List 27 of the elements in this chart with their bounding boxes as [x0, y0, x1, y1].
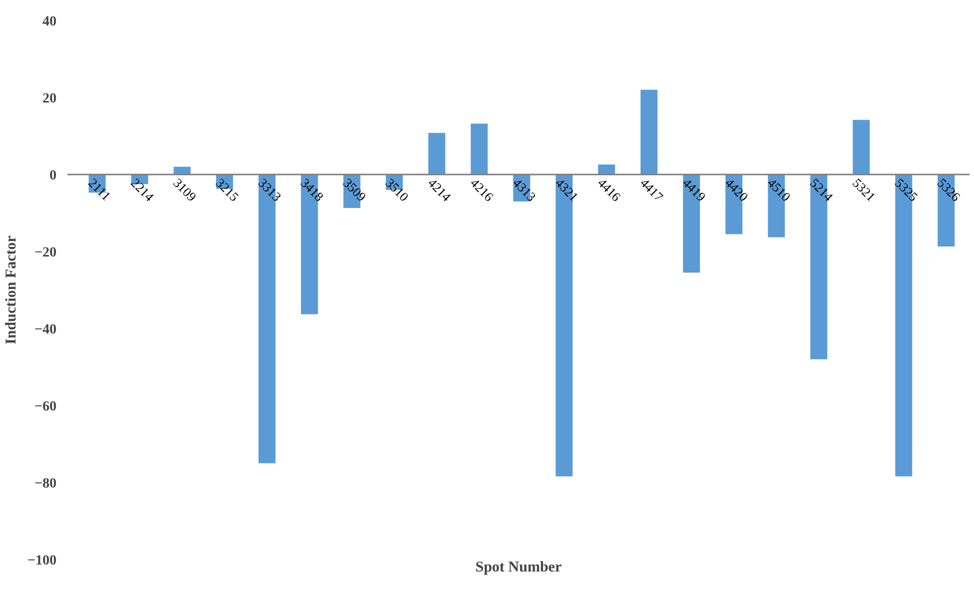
x-tick-label: 4419 — [680, 175, 709, 204]
x-tick-label: 4321 — [552, 175, 582, 204]
x-tick-label: 4417 — [637, 175, 667, 205]
x-tick-label: 4510 — [764, 175, 794, 204]
y-tick-label: −60 — [34, 400, 57, 414]
y-tick-label: 40 — [42, 14, 56, 30]
x-tick-label: 4313 — [510, 175, 540, 204]
y-tick-label: 0 — [50, 168, 56, 184]
bar — [174, 166, 191, 174]
y-tick-label: −20 — [34, 246, 57, 260]
y-axis-title: Induction Factor — [4, 235, 20, 344]
x-tick-label: 4216 — [468, 175, 497, 205]
x-tick-label: 4416 — [594, 175, 624, 205]
bar — [852, 120, 870, 174]
bar — [470, 124, 488, 174]
x-axis-title: Spot Number — [475, 560, 562, 576]
x-tick-label: 4420 — [722, 175, 752, 204]
y-tick-label: 20 — [42, 92, 56, 106]
y-tick-label: −40 — [34, 322, 57, 338]
bar — [428, 132, 446, 174]
bar — [598, 164, 616, 174]
bar — [640, 90, 658, 174]
x-tick-label: 3509 — [340, 175, 370, 204]
x-tick-label: 4214 — [425, 175, 454, 205]
x-tick-label: 3109 — [170, 175, 200, 204]
y-tick-label: −100 — [28, 554, 57, 568]
y-tick-label: −80 — [34, 476, 57, 492]
